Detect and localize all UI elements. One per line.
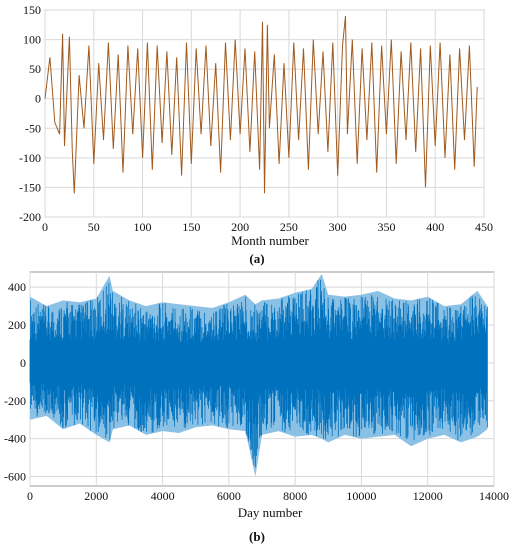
y-tick-label: -400	[4, 432, 26, 446]
panel-label-b: (b)	[249, 529, 265, 544]
x-tick-label: 8000	[283, 489, 307, 503]
series-a	[44, 15, 478, 194]
y-tick-label: 400	[8, 280, 26, 294]
x-tick-label: 6000	[217, 489, 241, 503]
x-tick-label: 10000	[346, 489, 376, 503]
y-tick-label: -100	[19, 151, 41, 165]
x-tick-label: 14000	[479, 489, 509, 503]
y-tick-label: -50	[25, 121, 41, 135]
chart-panel-a: 0 50 100 150 200 250 300 350 400 450 -200 -150 -100 -…	[19, 3, 493, 266]
y-tick-label: 150	[23, 3, 41, 17]
series-line	[44, 15, 478, 194]
x-axis-title-a: Month number	[231, 233, 309, 248]
y-tick-label: 0	[20, 356, 26, 370]
x-tick-label: 100	[134, 220, 152, 234]
panel-label-a: (a)	[249, 251, 264, 266]
y-tick-label: -200	[19, 210, 41, 224]
x-axis-title-b: Day number	[238, 505, 303, 520]
x-tick-label: 200	[231, 220, 249, 234]
x-tick-label: 12000	[413, 489, 443, 503]
x-tick-label: 300	[329, 220, 347, 234]
x-tick-label: 150	[182, 220, 200, 234]
y-tick-label: 200	[8, 318, 26, 332]
series-core	[30, 342, 488, 384]
x-tick-label: 0	[27, 489, 33, 503]
x-tick-label: 450	[475, 220, 493, 234]
ticks-b: 0 2000 4000 6000 8000 10000 12000 14000-600-400…	[4, 280, 509, 503]
y-tick-label: -200	[4, 394, 26, 408]
x-tick-label: 0	[42, 220, 48, 234]
x-tick-label: 4000	[151, 489, 175, 503]
y-tick-label: -150	[19, 180, 41, 194]
grid-a	[44, 9, 485, 218]
y-tick-label: -600	[4, 470, 26, 484]
series-b	[29, 273, 488, 477]
y-tick-label: 100	[23, 33, 41, 47]
x-tick-label: 400	[426, 220, 444, 234]
x-tick-label: 350	[377, 220, 395, 234]
ticks-a: 0 50 100 150 200 250 300 350 400 450 -200 -150 -100 -…	[19, 3, 493, 234]
x-tick-label: 250	[280, 220, 298, 234]
chart-panel-b: 0 2000 4000 6000 8000 10000 12000 14000-600-400…	[4, 271, 509, 544]
x-tick-label: 2000	[84, 489, 108, 503]
x-tick-label: 50	[88, 220, 100, 234]
y-tick-label: 0	[35, 92, 41, 106]
y-tick-label: 50	[29, 62, 41, 76]
